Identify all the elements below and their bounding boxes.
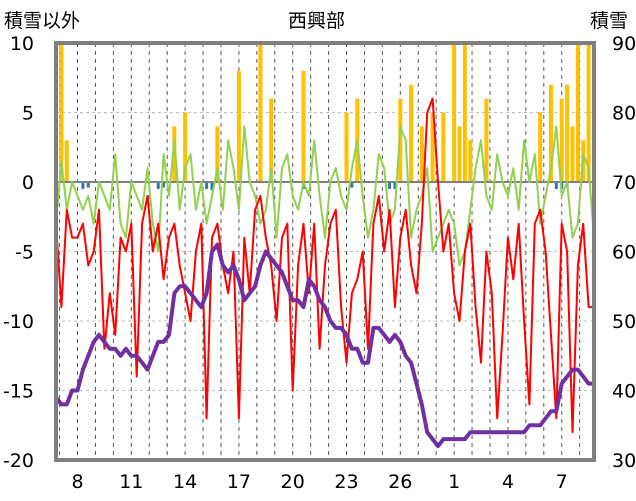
neg-bar bbox=[210, 182, 214, 191]
precip-bars bbox=[59, 43, 591, 182]
precip-bar bbox=[215, 126, 220, 182]
x-tick-label: 20 bbox=[281, 471, 305, 493]
precip-bar bbox=[452, 43, 457, 182]
precip-bar bbox=[269, 98, 274, 182]
y-right-tick-label: 30 bbox=[612, 450, 636, 472]
series-lines bbox=[54, 97, 595, 449]
y-right-tick-label: 60 bbox=[612, 242, 636, 264]
precip-bar bbox=[468, 140, 473, 182]
precip-bar bbox=[462, 43, 467, 182]
precip-bar bbox=[419, 126, 424, 182]
precip-bar bbox=[344, 112, 349, 182]
x-tick-label: 1 bbox=[448, 471, 460, 493]
x-tick-label: 23 bbox=[334, 471, 358, 493]
precip-bar bbox=[457, 126, 462, 182]
neg-bar bbox=[393, 182, 397, 189]
series-line-1 bbox=[55, 97, 594, 434]
grid bbox=[56, 42, 594, 461]
y-left-tick-label: -10 bbox=[3, 311, 34, 333]
precip-bar bbox=[236, 70, 241, 182]
precip-bar bbox=[258, 43, 263, 182]
precip-bar bbox=[575, 43, 580, 182]
y-left-tick-label: -5 bbox=[15, 242, 34, 264]
y-right-tick-label: 50 bbox=[612, 311, 636, 333]
y-left-tick-label: -15 bbox=[3, 381, 34, 403]
y-left-tick-label: 10 bbox=[10, 33, 34, 55]
right-axis-title: 積雪 bbox=[590, 10, 629, 32]
x-ticks: 8 11 14 17 20 23 26 1 4 7 bbox=[71, 471, 567, 493]
precip-bar bbox=[409, 84, 414, 182]
precip-bar bbox=[172, 126, 177, 182]
precip-bar bbox=[559, 98, 564, 182]
series-line-2 bbox=[54, 242, 594, 449]
y-right-ticks: 90 80 70 60 50 40 30 bbox=[612, 33, 636, 472]
x-tick-label: 14 bbox=[173, 471, 197, 493]
precip-bar bbox=[570, 126, 575, 182]
series-line-0 bbox=[55, 125, 595, 267]
neg-bar bbox=[81, 182, 85, 189]
precip-bar bbox=[538, 112, 543, 182]
neg-bar bbox=[162, 182, 166, 188]
plot-frame bbox=[54, 41, 596, 462]
neg-bar bbox=[205, 182, 209, 189]
precip-bar bbox=[301, 70, 306, 182]
y-left-tick-label: 5 bbox=[22, 103, 34, 125]
neg-bar bbox=[86, 182, 90, 188]
neg-bar bbox=[554, 182, 558, 189]
precip-bar bbox=[441, 112, 446, 182]
precip-bar bbox=[565, 84, 570, 182]
precip-bar bbox=[484, 98, 489, 182]
neg-bar bbox=[156, 182, 160, 189]
precip-bar bbox=[586, 43, 591, 182]
x-tick-label: 4 bbox=[502, 471, 514, 493]
precip-bar bbox=[430, 112, 435, 182]
precip-bar bbox=[64, 140, 69, 182]
y-right-tick-label: 40 bbox=[612, 381, 636, 403]
chart-title: 西興部 bbox=[288, 10, 346, 32]
x-tick-label: 26 bbox=[388, 471, 412, 493]
neg-bar bbox=[350, 182, 354, 188]
precip-bar bbox=[183, 112, 188, 182]
negative-bars bbox=[81, 182, 569, 191]
y-left-tick-label: -20 bbox=[3, 450, 34, 472]
left-axis-title: 積雪以外 bbox=[4, 10, 81, 32]
neg-bar bbox=[388, 182, 392, 189]
y-right-tick-label: 70 bbox=[612, 172, 636, 194]
y-left-tick-label: 0 bbox=[22, 172, 34, 194]
precip-bar bbox=[548, 84, 553, 182]
x-tick-label: 7 bbox=[556, 471, 568, 493]
x-tick-label: 11 bbox=[119, 471, 143, 493]
y-right-tick-label: 90 bbox=[612, 33, 636, 55]
y-left-ticks: 10 5 0 -5 -10 -15 -20 bbox=[3, 33, 34, 472]
x-tick-label: 8 bbox=[71, 471, 83, 493]
y-right-tick-label: 80 bbox=[612, 103, 636, 125]
precip-bar bbox=[59, 43, 64, 182]
x-tick-label: 17 bbox=[227, 471, 251, 493]
